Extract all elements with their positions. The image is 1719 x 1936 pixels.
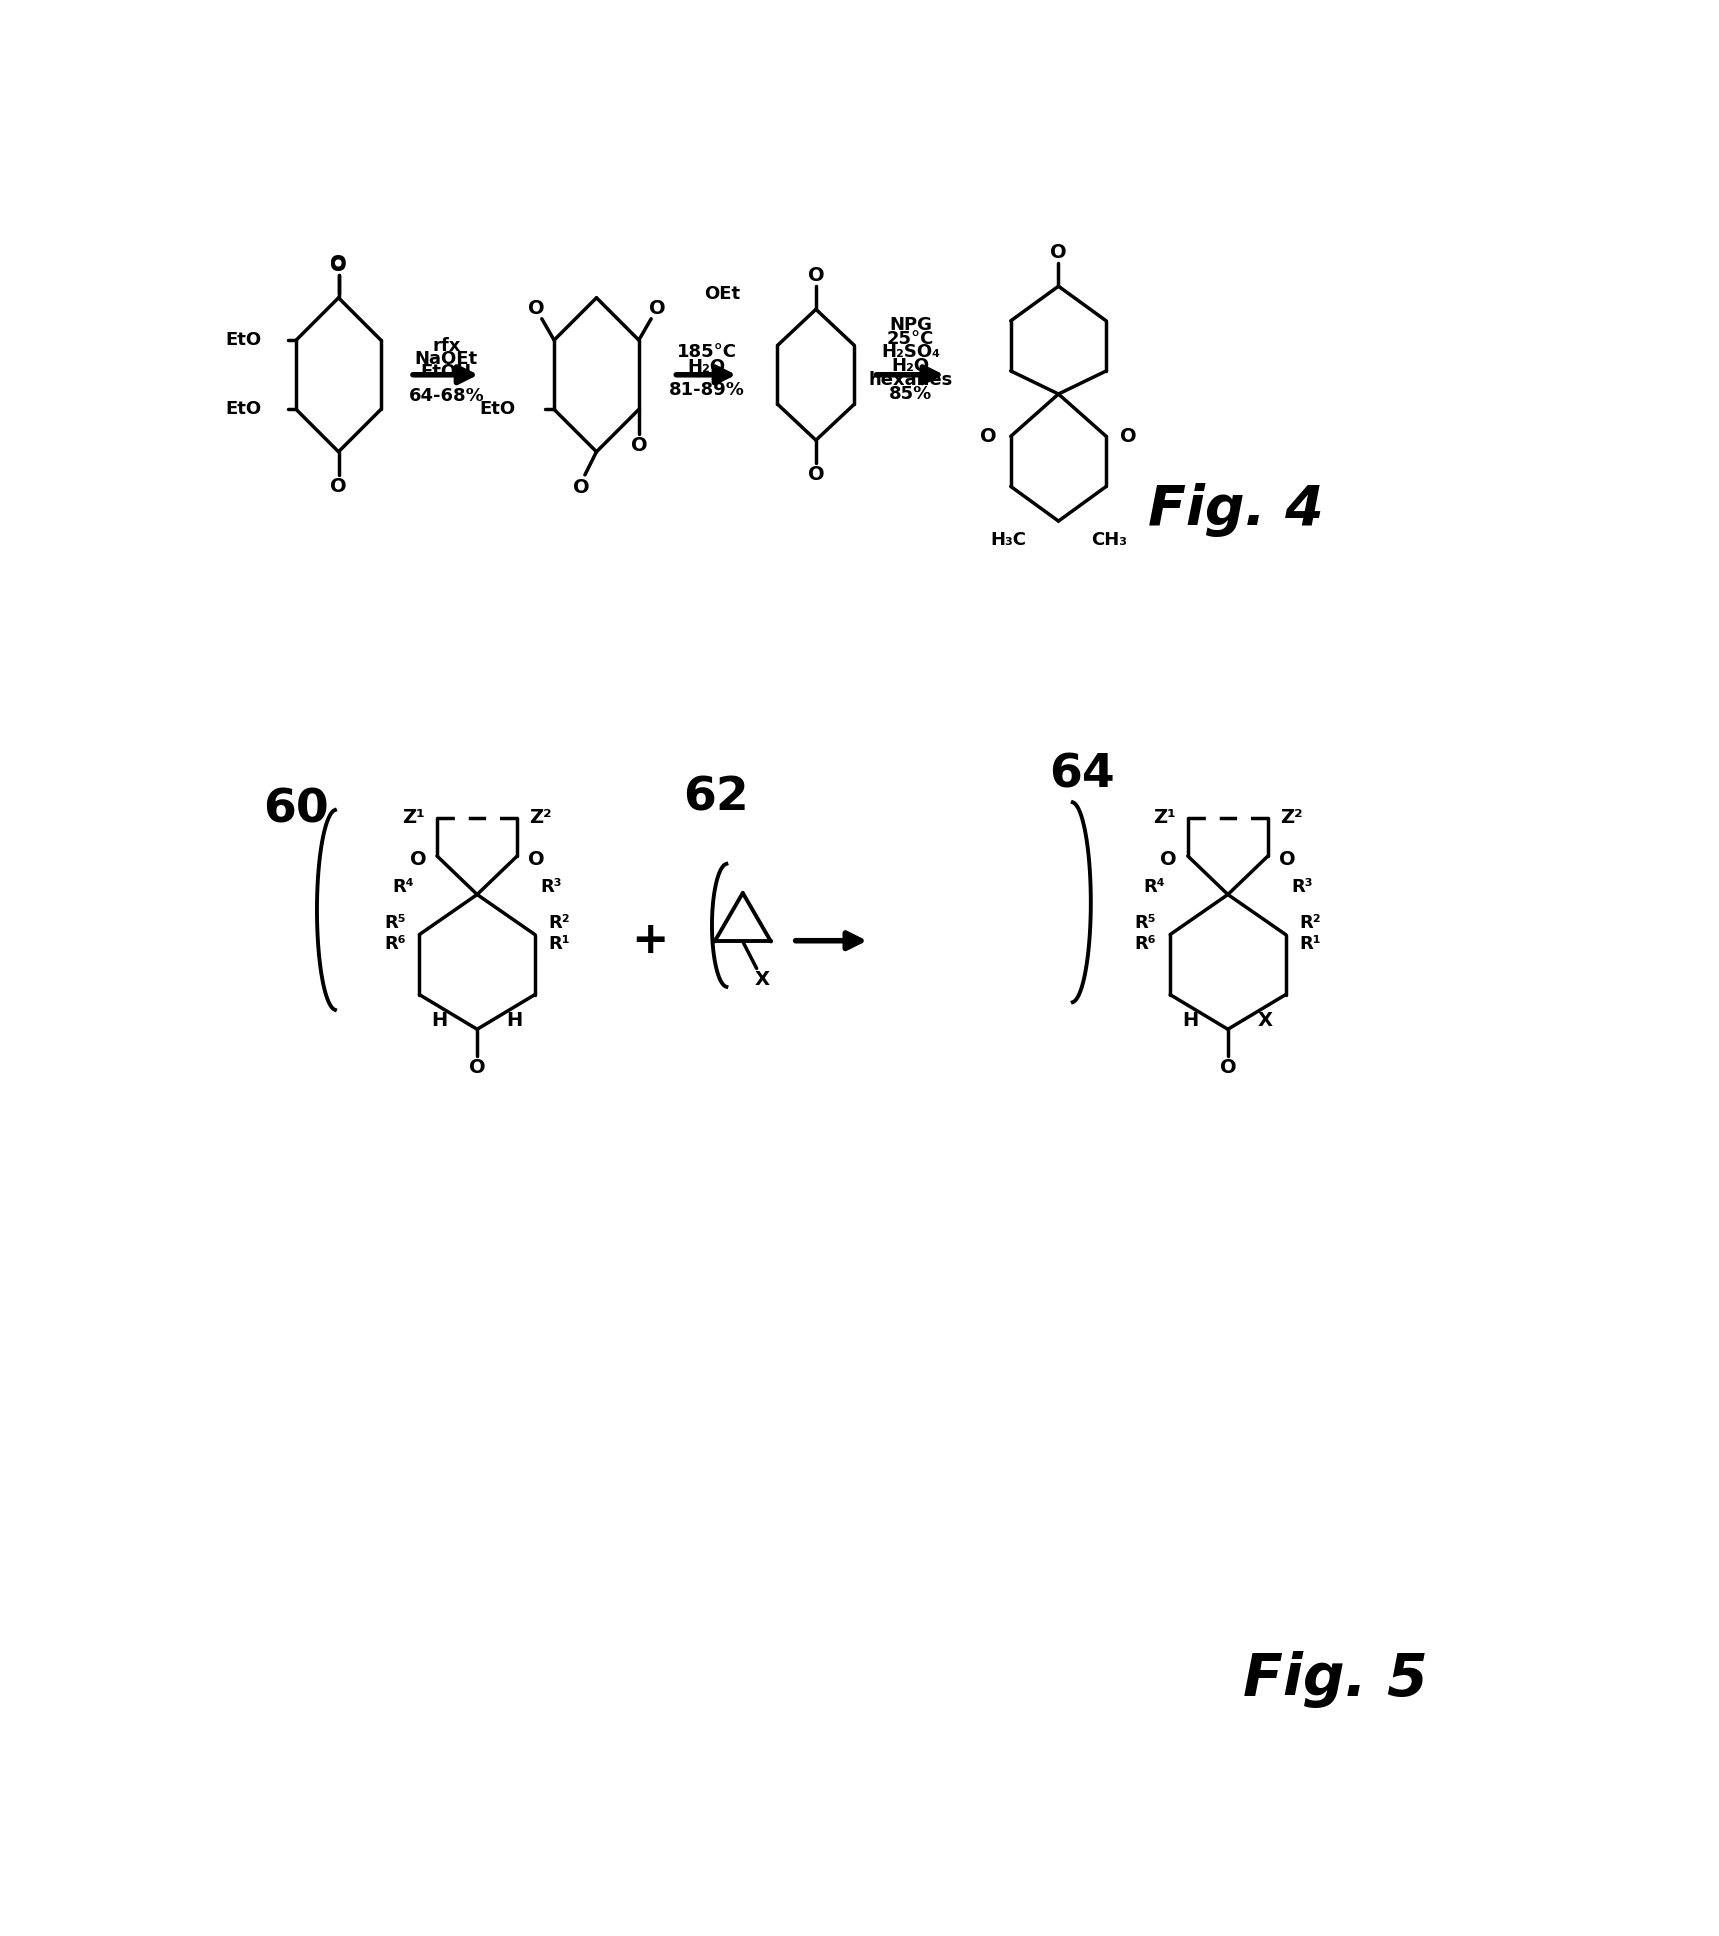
Text: O: O [528,300,545,318]
Text: 85%: 85% [889,385,932,403]
Text: 25°C: 25°C [887,329,935,348]
Text: R³: R³ [540,877,562,896]
Text: Fig. 4: Fig. 4 [1148,482,1324,536]
Text: 64: 64 [1049,753,1114,798]
Text: H₂O: H₂O [688,358,725,376]
Text: X: X [755,970,770,989]
Text: Z¹: Z¹ [1153,807,1176,827]
Text: O: O [1050,242,1067,261]
Text: H: H [507,1011,523,1030]
Text: R²: R² [548,914,571,931]
Text: O: O [330,476,347,496]
Text: O: O [1219,1059,1236,1076]
Text: O: O [808,465,823,484]
Text: EtO: EtO [225,331,261,348]
Text: O: O [330,256,347,275]
Text: NaOEt: NaOEt [414,350,478,368]
Text: O: O [980,426,997,445]
Text: R⁶: R⁶ [1135,935,1157,953]
Text: 62: 62 [682,776,749,821]
Text: R⁴: R⁴ [392,877,414,896]
Text: rfx: rfx [431,337,461,356]
Text: H₃C: H₃C [990,530,1026,550]
Text: OEt: OEt [705,285,741,302]
Text: NPG: NPG [889,316,932,333]
Text: Z²: Z² [529,807,552,827]
Text: 64-68%: 64-68% [409,387,485,405]
Text: O: O [1121,426,1136,445]
Text: R⁵: R⁵ [383,914,406,931]
Text: O: O [572,478,590,498]
Text: Fig. 5: Fig. 5 [1243,1651,1428,1708]
Text: R²: R² [1300,914,1322,931]
Text: R⁶: R⁶ [383,935,406,953]
Text: O: O [1279,850,1296,869]
Text: R³: R³ [1291,877,1313,896]
Text: EtO: EtO [480,401,516,418]
Text: O: O [528,850,545,869]
Text: H: H [1183,1011,1198,1030]
Text: O: O [469,1059,485,1076]
Text: 60: 60 [263,788,328,832]
Text: O: O [1160,850,1178,869]
Text: Z²: Z² [1281,807,1303,827]
Text: EtO: EtO [225,401,261,418]
Text: O: O [648,300,665,318]
Text: O: O [631,436,646,455]
Text: +: + [631,920,669,962]
Text: hexanes: hexanes [868,372,952,389]
Text: R⁴: R⁴ [1143,877,1165,896]
Text: H: H [431,1011,449,1030]
Text: 185°C: 185°C [677,343,736,360]
Text: O: O [808,265,823,285]
Text: H₂SO₄: H₂SO₄ [882,343,940,362]
Text: R¹: R¹ [1300,935,1322,953]
Text: 81-89%: 81-89% [669,381,744,399]
Text: Z¹: Z¹ [402,807,425,827]
Text: X: X [1257,1011,1272,1030]
Text: H₂O: H₂O [892,358,930,376]
Text: R¹: R¹ [548,935,571,953]
Text: R⁵: R⁵ [1135,914,1157,931]
Text: O: O [409,850,426,869]
Text: O: O [330,254,347,273]
Text: EtOH: EtOH [421,364,473,381]
Text: CH₃: CH₃ [1092,530,1128,550]
